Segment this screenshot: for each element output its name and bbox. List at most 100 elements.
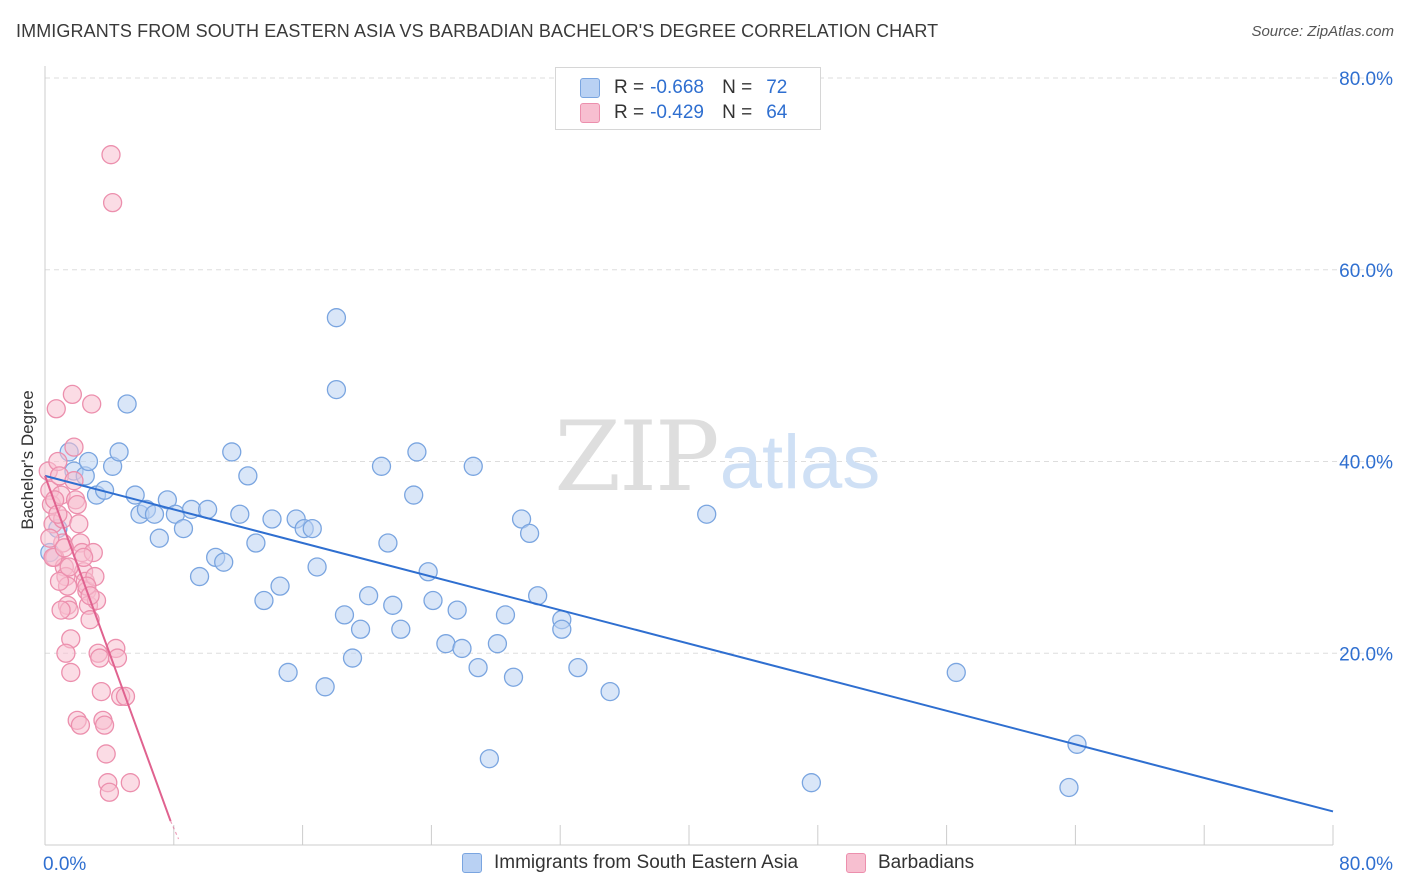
legend-n-value: 64 — [766, 102, 788, 123]
data-point — [67, 494, 87, 515]
data-point — [46, 399, 66, 419]
data-point — [96, 744, 116, 764]
data-point — [49, 571, 70, 591]
legend-r-label: R = — [614, 77, 645, 98]
series-legend: Immigrants from South Eastern Asia Barba… — [0, 852, 1406, 878]
data-point — [407, 442, 427, 462]
data-point — [109, 442, 129, 462]
legend-r-value: -0.668 — [650, 77, 704, 98]
data-point — [69, 514, 89, 534]
series-blue-points — [40, 308, 1087, 798]
data-point — [404, 485, 424, 505]
data-point — [391, 619, 411, 639]
chart-title: IMMIGRANTS FROM SOUTH EASTERN ASIA VS BA… — [16, 21, 939, 41]
data-point — [101, 145, 121, 165]
data-point — [479, 749, 500, 769]
watermark: ZIP atlas — [554, 401, 880, 513]
data-point — [238, 466, 258, 486]
legend-n-label: N = — [722, 102, 753, 123]
trend-line-blue — [44, 474, 1334, 813]
data-point — [326, 379, 347, 400]
data-point — [568, 657, 588, 678]
y-tick-label: 20.0% — [1339, 644, 1393, 665]
data-point — [144, 504, 165, 524]
data-point — [80, 610, 100, 630]
data-point — [383, 595, 403, 615]
data-point — [90, 648, 110, 668]
data-point — [1059, 777, 1079, 798]
data-point — [246, 533, 266, 553]
y-tick-label: 80.0% — [1339, 69, 1393, 90]
data-point — [214, 552, 234, 572]
data-point — [468, 657, 488, 678]
data-point — [149, 528, 169, 548]
data-point — [511, 509, 532, 529]
y-tick-label: 40.0% — [1339, 453, 1393, 474]
trend-line-pink — [44, 475, 172, 822]
legend-r-label: R = — [614, 102, 645, 123]
data-point — [222, 442, 242, 462]
data-point — [358, 586, 379, 606]
series-pink-points — [38, 145, 140, 802]
data-point — [82, 394, 102, 414]
x-tick-label: 80.0% — [1339, 854, 1393, 875]
trend-lines — [44, 474, 1334, 840]
data-point — [64, 437, 84, 457]
data-point — [102, 192, 123, 213]
data-point — [51, 600, 71, 620]
data-point — [302, 518, 322, 539]
legend-swatch-blue — [462, 853, 482, 873]
data-point — [463, 456, 483, 476]
y-axis-label: Bachelor's Degree — [18, 390, 37, 530]
legend-r-value: -0.429 — [650, 102, 704, 123]
data-point — [94, 480, 115, 500]
data-point — [697, 504, 717, 524]
data-point — [350, 619, 371, 639]
data-point — [600, 681, 620, 702]
trend-line-pink-extension — [170, 820, 180, 840]
data-point — [56, 643, 76, 663]
legend-row-pink: R = -0.429 N = 64 — [580, 101, 787, 125]
data-point — [946, 662, 966, 683]
watermark-zip: ZIP — [554, 401, 717, 513]
data-point — [262, 509, 282, 529]
legend-item-pink[interactable]: Barbadians — [846, 852, 974, 874]
data-point — [801, 773, 822, 793]
legend-swatch-pink — [846, 853, 866, 873]
legend-swatch-blue — [580, 78, 600, 98]
data-point — [307, 557, 327, 577]
data-point — [173, 518, 194, 539]
data-point — [189, 566, 210, 587]
data-point — [447, 600, 467, 620]
data-point — [371, 456, 392, 476]
data-point — [230, 504, 250, 524]
data-point — [40, 528, 60, 548]
y-tick-label: 60.0% — [1339, 261, 1393, 282]
axes — [44, 66, 1334, 846]
data-point — [278, 662, 298, 683]
data-point — [70, 715, 91, 735]
data-point — [552, 619, 572, 639]
data-point — [157, 490, 178, 510]
data-point — [48, 504, 68, 524]
data-point — [423, 590, 443, 611]
data-point — [78, 451, 99, 472]
data-point — [62, 384, 83, 405]
data-point — [495, 605, 516, 625]
data-point — [254, 590, 274, 611]
legend-item-blue[interactable]: Immigrants from South Eastern Asia — [462, 852, 798, 874]
data-point — [270, 576, 290, 596]
legend-item-label: Immigrants from South Eastern Asia — [494, 852, 799, 873]
data-point — [326, 308, 347, 328]
legend-n-label: N = — [722, 77, 753, 98]
data-point — [117, 394, 137, 414]
source-label: Source: ZipAtlas.com — [1251, 23, 1394, 40]
legend-row-blue: R = -0.668 N = 72 — [580, 76, 787, 100]
data-point — [436, 634, 456, 654]
gridlines — [45, 77, 1395, 654]
legend-item-label: Barbadians — [878, 852, 975, 873]
tick-labels: 20.0% 40.0% 60.0% 80.0% 0.0% 80.0% — [43, 69, 1393, 875]
data-point — [99, 782, 120, 802]
data-point — [61, 662, 81, 683]
